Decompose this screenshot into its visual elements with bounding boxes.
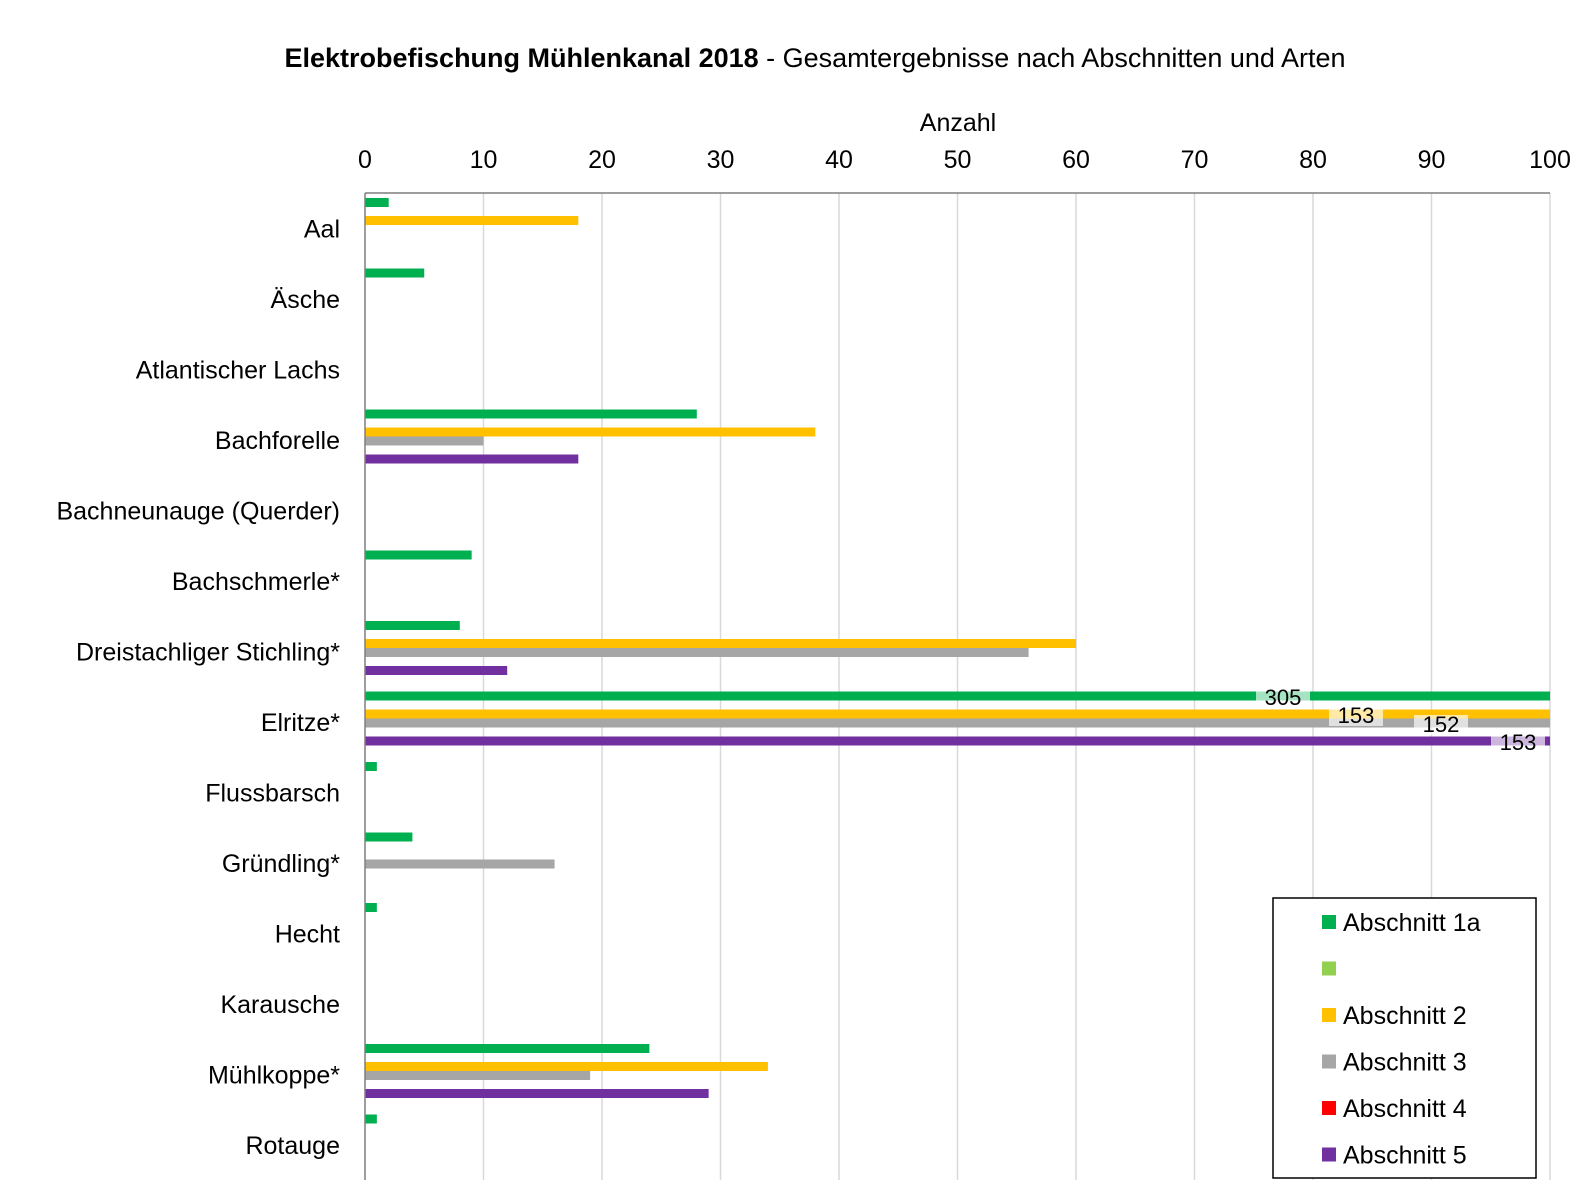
chart-title: Elektrobefischung Mühlenkanal 2018 - Ges… (285, 43, 1346, 73)
legend-swatch-abschnitt-2 (1322, 1008, 1336, 1022)
legend-label-abschnitt-2: Abschnitt 2 (1343, 1002, 1467, 1030)
bar-rotauge-abschnitt-1a (365, 1114, 377, 1124)
category-label-elritze: Elritze* (261, 709, 340, 737)
bar-aal-abschnitt-1a (365, 198, 389, 207)
category-label-muehlkoppe: Mühlkoppe* (208, 1061, 340, 1089)
bar-hecht-abschnitt-1a (365, 903, 377, 912)
category-label-bachneunauge-querder: Bachneunauge (Querder) (56, 497, 340, 525)
x-tick-label-50: 50 (944, 146, 972, 174)
bars (365, 198, 1550, 1124)
data-label-bg-abschnitt-5 (1491, 733, 1545, 753)
legend-swatch-abschnitt-3 (1322, 1054, 1336, 1069)
x-tick-label-70: 70 (1181, 146, 1209, 174)
data-label-elritze-abschnitt-3: 152 (1423, 712, 1460, 737)
bar-muehlkoppe-abschnitt-3 (365, 1071, 591, 1080)
bar-gruendling-abschnitt-3 (365, 859, 555, 869)
bar-aesche-abschnitt-1a (365, 268, 425, 278)
x-tick-label-100: 100 (1529, 146, 1571, 174)
legend-swatch-abschnitt-5 (1322, 1147, 1336, 1162)
legend-swatch-abschnitt-1a (1322, 915, 1336, 929)
x-tick-label-10: 10 (470, 146, 498, 174)
legend-label-abschnitt-4: Abschnitt 4 (1343, 1095, 1467, 1123)
x-tick-label-40: 40 (825, 146, 853, 174)
data-label-bg-abschnitt-3 (1414, 715, 1468, 735)
bar-elritze-abschnitt-2 (365, 709, 1550, 719)
legend-label-abschnitt-3: Abschnitt 3 (1343, 1049, 1467, 1077)
x-tick-label-0: 0 (358, 146, 372, 174)
category-label-aesche: Äsche (271, 286, 340, 314)
legend: Abschnitt 1a Abschnitt 2 Abschnitt 3 Abschn… (1272, 897, 1537, 1179)
bar-bachforelle-abschnitt-1a (365, 409, 697, 419)
x-axis-title: Anzahl (920, 109, 996, 137)
data-label-bg-abschnitt-1a (1256, 688, 1310, 708)
data-label-bg-abschnitt-2 (1329, 706, 1383, 726)
data-label-elritze-abschnitt-5: 153 (1500, 730, 1537, 755)
data-labels: 305 153 152 153 (1256, 685, 1545, 755)
bar-dreistachliger-stichling-abschnitt-3 (365, 648, 1029, 657)
legend-box (1272, 897, 1537, 1179)
category-label-karausche: Karausche (220, 991, 340, 1019)
bar-muehlkoppe-abschnitt-2 (365, 1062, 768, 1071)
bar-bachforelle-abschnitt-3 (365, 436, 484, 446)
x-tick-label-60: 60 (1062, 146, 1090, 174)
bar-muehlkoppe-abschnitt-5 (365, 1089, 709, 1098)
category-label-hecht: Hecht (275, 920, 340, 948)
category-label-rotauge: Rotauge (245, 1132, 340, 1160)
legend-swatch-abschnitt-4 (1322, 1101, 1336, 1115)
category-label-bachforelle: Bachforelle (215, 427, 340, 455)
x-axis-ticks: 0 10 20 30 40 50 60 70 80 90 100 (358, 146, 1571, 174)
category-label-atlantischer-lachs: Atlantischer Lachs (136, 356, 340, 384)
category-label-flussbarsch: Flussbarsch (205, 779, 340, 807)
data-label-elritze-abschnitt-2: 153 (1338, 703, 1375, 728)
chart-title-bold: Elektrobefischung Mühlenkanal 2018 (285, 43, 759, 73)
category-label-dreistachliger-stichling: Dreistachliger Stichling* (76, 638, 340, 666)
bar-elritze-abschnitt-5 (365, 736, 1550, 746)
gridlines (482, 193, 1551, 1180)
bar-bachschmerle-abschnitt-1a (365, 550, 472, 560)
chart-title-rest: - Gesamtergebnisse nach Abschnitten und … (759, 43, 1346, 73)
bar-bachforelle-abschnitt-5 (365, 454, 579, 464)
legend-swatch-series-1 (1322, 961, 1336, 976)
x-tick-label-20: 20 (588, 146, 616, 174)
axes (364, 192, 1550, 1180)
legend-label-abschnitt-5: Abschnitt 5 (1343, 1142, 1467, 1170)
bar-dreistachliger-stichling-abschnitt-2 (365, 639, 1076, 648)
category-labels: Aal Äsche Atlantischer Lachs Bachforelle Bac… (56, 215, 340, 1160)
data-label-elritze-abschnitt-1a: 305 (1265, 685, 1302, 710)
bar-flussbarsch-abschnitt-1a (365, 762, 377, 771)
bar-gruendling-abschnitt-1a (365, 832, 413, 842)
category-label-aal: Aal (304, 215, 340, 243)
x-tick-label-30: 30 (707, 146, 735, 174)
x-tick-label-90: 90 (1418, 146, 1446, 174)
x-tick-label-80: 80 (1299, 146, 1327, 174)
category-label-gruendling: Gründling* (222, 850, 340, 878)
bar-aal-abschnitt-2 (365, 216, 579, 225)
bar-dreistachliger-stichling-abschnitt-5 (365, 666, 508, 675)
bar-bachforelle-abschnitt-2 (365, 427, 816, 437)
bar-muehlkoppe-abschnitt-1a (365, 1044, 650, 1053)
legend-label-abschnitt-1a: Abschnitt 1a (1343, 909, 1481, 937)
bar-dreistachliger-stichling-abschnitt-1a (365, 621, 460, 630)
category-label-bachschmerle: Bachschmerle* (172, 568, 340, 596)
bar-elritze-abschnitt-3 (365, 718, 1550, 728)
bar-elritze-abschnitt-1a (365, 691, 1550, 701)
